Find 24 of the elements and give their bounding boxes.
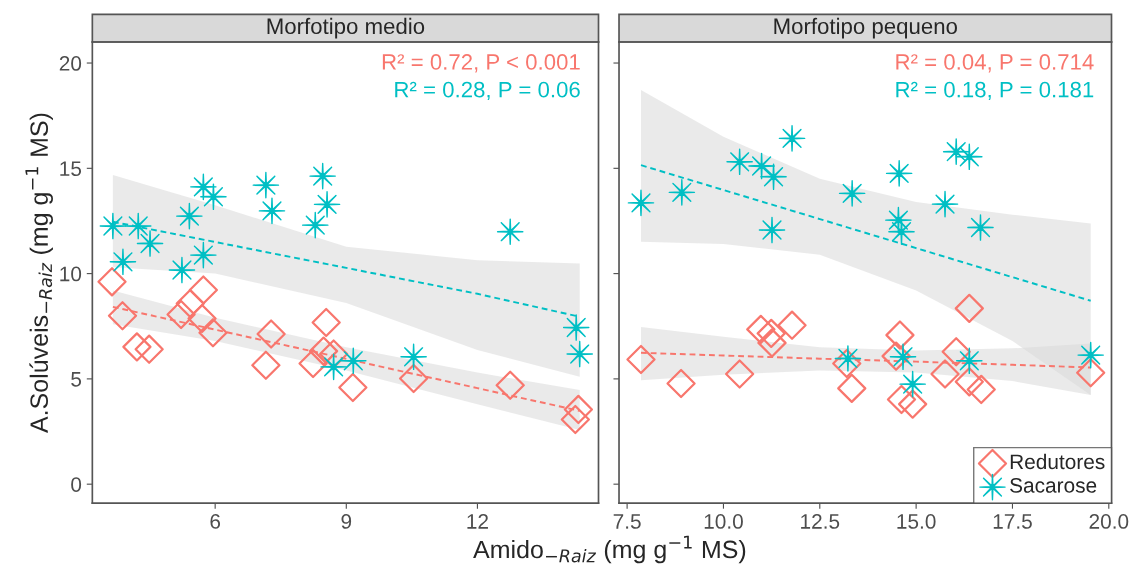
y-tick-label: 5 (71, 372, 82, 387)
x-tick-label: 9 (341, 514, 352, 529)
annotation: R² = 0.72, P < 0.001 (382, 54, 580, 73)
x-axis-title: Amido$_{−Raiz}$ (mg g$^{−1}$ MS) (473, 535, 746, 564)
x-tick-label: 15.0 (897, 514, 936, 529)
y-tick-label: 0 (71, 477, 82, 492)
x-tick-label: 12 (467, 514, 488, 529)
x-tick-label: 17.5 (993, 514, 1032, 529)
x-tick-label: 12.5 (801, 514, 840, 529)
legend-label: Sacarose (1010, 478, 1097, 493)
x-tick-label: 10.0 (704, 514, 743, 529)
annotation: R² = 0.18, P = 0.181 (896, 81, 1094, 101)
x-tick-label: 6 (210, 514, 221, 529)
y-tick-label: 10 (60, 266, 82, 282)
legend-label: Redutores (1010, 453, 1105, 470)
chart-title: Morfotipo pequeno (774, 17, 957, 39)
chart-title: Morfotipo medio (267, 17, 425, 39)
x-tick-label: 7.5 (613, 514, 641, 529)
annotation: R² = 0.04, P = 0.714 (896, 54, 1094, 73)
y-tick-label: 20 (59, 56, 82, 71)
y-axis-title: A.Solúveis$_{−Raiz}$ (mg g$^{−1}$ MS) (25, 113, 53, 433)
annotation: R² = 0.28, P = 0.06 (395, 81, 580, 101)
y-tick-label: 15 (60, 161, 82, 177)
x-tick-label: 20.0 (1089, 514, 1129, 529)
